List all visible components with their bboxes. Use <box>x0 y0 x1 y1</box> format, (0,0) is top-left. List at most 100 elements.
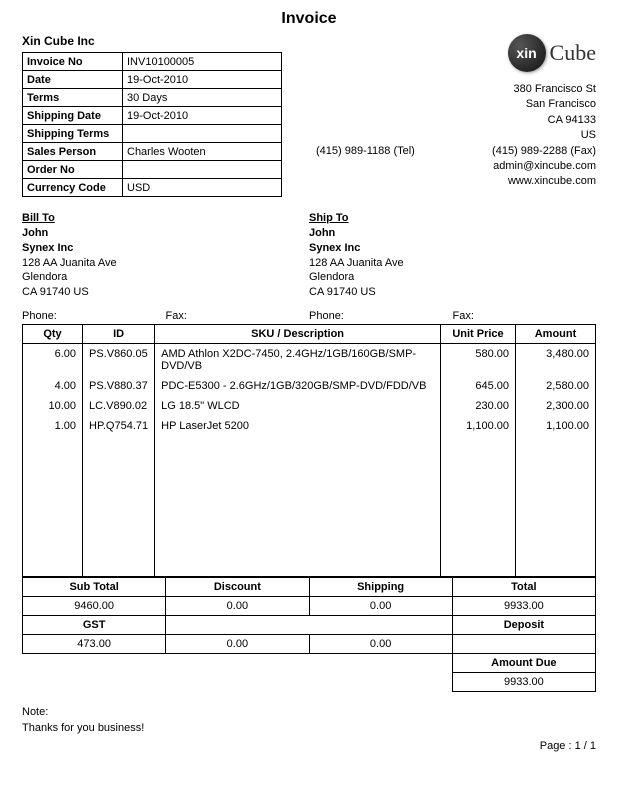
logo-text: Cube <box>550 40 596 66</box>
totals-value-subtotal: 9460.00 <box>23 596 166 615</box>
totals-label-total: Total <box>452 577 595 596</box>
company-tel: (415) 989-1188 (Tel) <box>316 144 415 159</box>
meta-label-sales-person: Sales Person <box>23 143 123 161</box>
ship-to-addr1: 128 AA Juanita Ave <box>309 256 596 271</box>
totals-label-amount-due: Amount Due <box>452 653 595 672</box>
meta-value-shipping-date: 19-Oct-2010 <box>123 107 282 125</box>
meta-value-currency: USD <box>123 179 282 197</box>
meta-label-shipping-terms: Shipping Terms <box>23 125 123 143</box>
ship-to-block: Ship To John Synex Inc 128 AA Juanita Av… <box>309 211 596 300</box>
meta-value-shipping-terms <box>123 125 282 143</box>
ship-phone-label: Phone: <box>309 310 453 322</box>
totals-label-discount: Discount <box>166 577 309 596</box>
table-row: Shipping Terms <box>23 125 282 143</box>
col-sku: SKU / Description <box>155 325 441 344</box>
cell-price: 1,100.00 <box>441 416 516 436</box>
bill-fax-label: Fax: <box>166 310 310 322</box>
totals-value-deposit <box>452 634 595 653</box>
col-price: Unit Price <box>441 325 516 344</box>
totals-value-amount-due: 9933.00 <box>452 672 595 691</box>
table-row: Terms 30 Days <box>23 89 282 107</box>
company-name: Xin Cube Inc <box>22 34 282 48</box>
totals-label-shipping: Shipping <box>309 577 452 596</box>
company-logo: xin Cube <box>508 34 596 72</box>
totals-value-gst-discount: 0.00 <box>166 634 309 653</box>
col-id: ID <box>83 325 155 344</box>
ship-fax-label: Fax: <box>453 310 597 322</box>
cell-id: LC.V890.02 <box>83 396 155 416</box>
company-region: CA 94133 <box>316 113 596 128</box>
totals-value-gst: 473.00 <box>23 634 166 653</box>
cell-amount: 1,100.00 <box>516 416 596 436</box>
cell-price: 645.00 <box>441 376 516 396</box>
table-row: Shipping Date 19-Oct-2010 <box>23 107 282 125</box>
cell-id: PS.V880.37 <box>83 376 155 396</box>
cell-qty: 4.00 <box>23 376 83 396</box>
table-row: Currency Code USD <box>23 179 282 197</box>
meta-label-invoice-no: Invoice No <box>23 53 123 71</box>
cell-qty: 1.00 <box>23 416 83 436</box>
totals-value-shipping: 0.00 <box>309 596 452 615</box>
col-qty: Qty <box>23 325 83 344</box>
bill-to-region: CA 91740 US <box>22 285 309 300</box>
meta-label-date: Date <box>23 71 123 89</box>
cell-price: 580.00 <box>441 344 516 377</box>
bill-to-city: Glendora <box>22 270 309 285</box>
table-row: 6.00PS.V860.05AMD Athlon X2DC-7450, 2.4G… <box>23 344 596 377</box>
col-amount: Amount <box>516 325 596 344</box>
bill-to-addr1: 128 AA Juanita Ave <box>22 256 309 271</box>
line-items-table: Qty ID SKU / Description Unit Price Amou… <box>22 324 596 577</box>
cell-id: PS.V860.05 <box>83 344 155 377</box>
note-text: Thanks for you business! <box>22 722 144 734</box>
logo-icon: xin <box>508 34 546 72</box>
table-row: Invoice No INV10100005 <box>23 53 282 71</box>
cell-sku: PDC-E5300 - 2.6GHz/1GB/320GB/SMP-DVD/FDD… <box>155 376 441 396</box>
table-row: Order No <box>23 161 282 179</box>
cell-sku: AMD Athlon X2DC-7450, 2.4GHz/1GB/160GB/S… <box>155 344 441 377</box>
totals-label-gst: GST <box>23 615 166 634</box>
note-label: Note: <box>22 706 596 718</box>
meta-value-date: 19-Oct-2010 <box>123 71 282 89</box>
company-email: admin@xincube.com <box>316 159 596 174</box>
totals-value-gst-shipping: 0.00 <box>309 634 452 653</box>
bill-to-company: Synex Inc <box>22 241 309 256</box>
totals-value-total: 9933.00 <box>452 596 595 615</box>
invoice-meta-table: Invoice No INV10100005 Date 19-Oct-2010 … <box>22 52 282 197</box>
meta-value-invoice-no: INV10100005 <box>123 53 282 71</box>
table-row: 4.00PS.V880.37PDC-E5300 - 2.6GHz/1GB/320… <box>23 376 596 396</box>
spacer-row <box>23 436 596 576</box>
cell-id: HP.Q754.71 <box>83 416 155 436</box>
totals-label-subtotal: Sub Total <box>23 577 166 596</box>
totals-value-discount: 0.00 <box>166 596 309 615</box>
cell-sku: HP LaserJet 5200 <box>155 416 441 436</box>
bill-to-block: Bill To John Synex Inc 128 AA Juanita Av… <box>22 211 309 300</box>
bill-to-header: Bill To <box>22 211 309 226</box>
cell-sku: LG 18.5" WLCD <box>155 396 441 416</box>
company-fax: (415) 989-2288 (Fax) <box>492 144 596 159</box>
document-title: Invoice <box>22 10 596 28</box>
company-country: US <box>316 128 596 143</box>
cell-amount: 3,480.00 <box>516 344 596 377</box>
table-row: 10.00LC.V890.02LG 18.5" WLCD230.002,300.… <box>23 396 596 416</box>
cell-amount: 2,300.00 <box>516 396 596 416</box>
company-city: San Francisco <box>316 97 596 112</box>
company-web: www.xincube.com <box>316 174 596 189</box>
meta-label-shipping-date: Shipping Date <box>23 107 123 125</box>
page-indicator: Page : 1 / 1 <box>22 740 596 752</box>
bill-to-name: John <box>22 226 309 241</box>
meta-label-order-no: Order No <box>23 161 123 179</box>
cell-qty: 6.00 <box>23 344 83 377</box>
meta-label-terms: Terms <box>23 89 123 107</box>
ship-to-header: Ship To <box>309 211 596 226</box>
cell-price: 230.00 <box>441 396 516 416</box>
meta-value-terms: 30 Days <box>123 89 282 107</box>
totals-table: Sub Total Discount Shipping Total 9460.0… <box>22 577 596 692</box>
cell-qty: 10.00 <box>23 396 83 416</box>
meta-value-order-no <box>123 161 282 179</box>
totals-label-deposit: Deposit <box>452 615 595 634</box>
ship-to-company: Synex Inc <box>309 241 596 256</box>
company-address-1: 380 Francisco St <box>316 82 596 97</box>
ship-to-region: CA 91740 US <box>309 285 596 300</box>
meta-value-sales-person: Charles Wooten <box>123 143 282 161</box>
bill-phone-label: Phone: <box>22 310 166 322</box>
